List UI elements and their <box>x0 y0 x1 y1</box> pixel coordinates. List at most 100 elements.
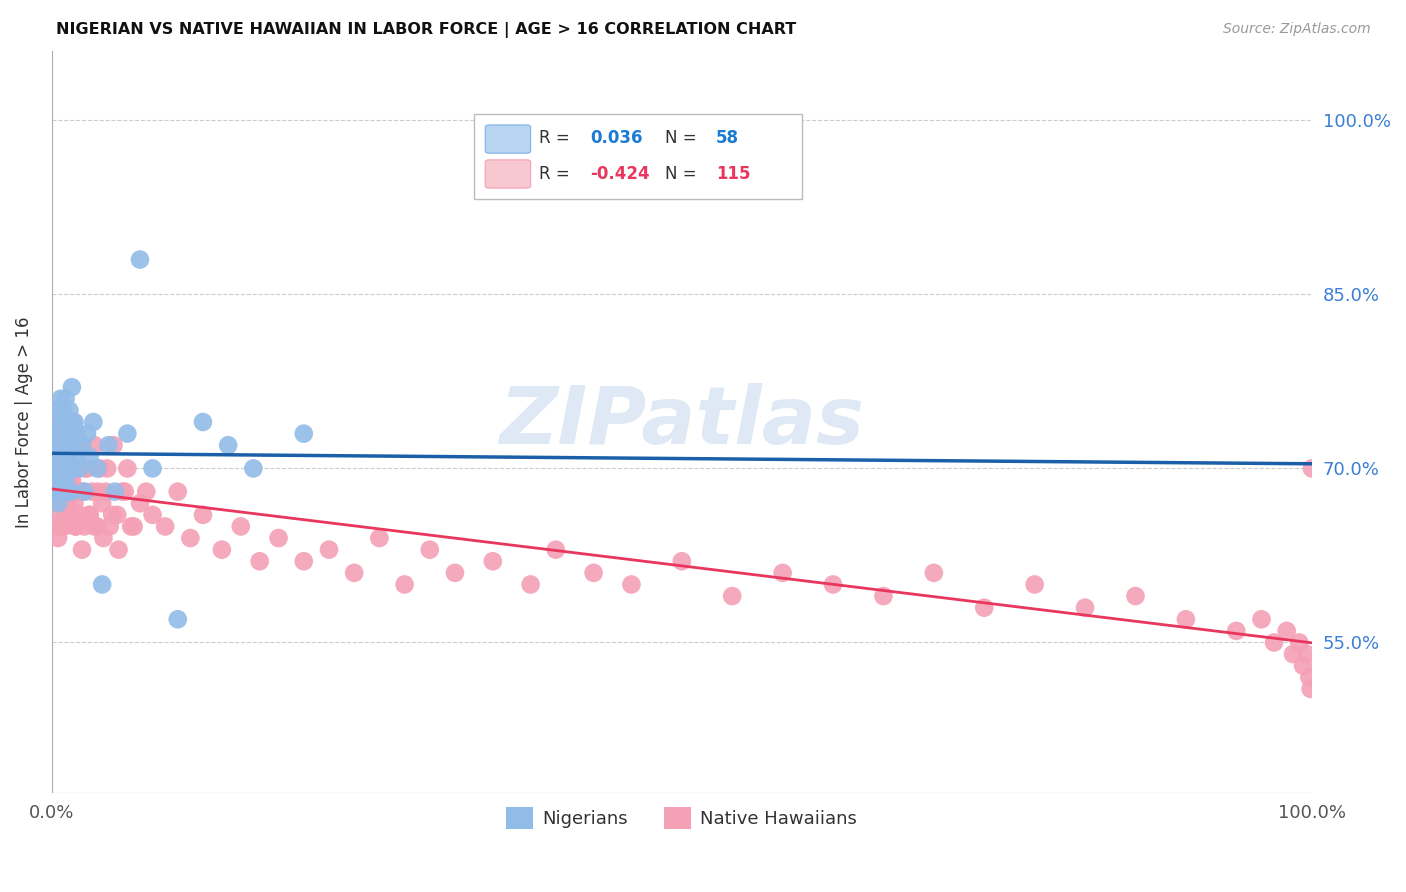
Point <box>142 508 165 522</box>
Point <box>58 403 80 417</box>
Point <box>51 496 73 510</box>
Point <box>60 461 83 475</box>
Point <box>76 426 98 441</box>
Text: N =: N = <box>665 129 703 147</box>
Point <box>51 461 73 475</box>
Point <box>60 473 83 487</box>
Text: -0.424: -0.424 <box>591 165 650 183</box>
Point <box>79 508 101 522</box>
Point <box>129 496 152 510</box>
Point <box>83 438 105 452</box>
Point <box>44 484 66 499</box>
Point <box>105 508 128 522</box>
Point <box>46 484 69 499</box>
Point <box>267 531 290 545</box>
Point <box>55 473 77 487</box>
Point <box>318 542 340 557</box>
Point <box>104 484 127 499</box>
Point <box>117 426 139 441</box>
Point <box>58 450 80 464</box>
Point <box>83 519 105 533</box>
Point <box>97 438 120 452</box>
Point <box>79 508 101 522</box>
Point <box>94 484 117 499</box>
Point <box>114 484 136 499</box>
Point <box>1250 612 1272 626</box>
Point <box>46 450 69 464</box>
Point <box>65 450 87 464</box>
Point <box>58 426 80 441</box>
Point <box>48 519 70 533</box>
Point <box>229 519 252 533</box>
FancyBboxPatch shape <box>485 160 530 188</box>
Point <box>52 426 75 441</box>
Point <box>1024 577 1046 591</box>
Point <box>44 438 66 452</box>
Point <box>55 438 77 452</box>
Point <box>1288 635 1310 649</box>
Point <box>98 519 121 533</box>
Point <box>69 461 91 475</box>
Point <box>56 461 79 475</box>
Point <box>166 484 188 499</box>
Point <box>49 438 72 452</box>
Point <box>63 496 86 510</box>
Point <box>67 484 90 499</box>
Point <box>620 577 643 591</box>
Point <box>1174 612 1197 626</box>
Point <box>1298 670 1320 684</box>
Point <box>582 566 605 580</box>
Point <box>191 415 214 429</box>
FancyBboxPatch shape <box>474 114 801 199</box>
Point <box>56 496 79 510</box>
Point <box>211 542 233 557</box>
Point <box>66 461 89 475</box>
Point <box>153 519 176 533</box>
Point <box>1295 647 1317 661</box>
Point <box>59 484 82 499</box>
Point <box>44 438 66 452</box>
Point <box>217 438 239 452</box>
Point <box>69 508 91 522</box>
Point <box>53 461 76 475</box>
Point <box>772 566 794 580</box>
Point <box>1292 658 1315 673</box>
Point <box>122 519 145 533</box>
Text: 58: 58 <box>716 129 738 147</box>
FancyBboxPatch shape <box>485 125 530 153</box>
Point <box>249 554 271 568</box>
Point <box>821 577 844 591</box>
Point <box>481 554 503 568</box>
Point <box>1225 624 1247 638</box>
Point <box>45 508 67 522</box>
Point <box>111 484 134 499</box>
Point <box>63 415 86 429</box>
Point <box>66 426 89 441</box>
Point <box>46 531 69 545</box>
Point <box>1125 589 1147 603</box>
Point <box>56 496 79 510</box>
Point <box>56 415 79 429</box>
Point <box>48 461 70 475</box>
Point <box>56 415 79 429</box>
Point <box>53 519 76 533</box>
Point <box>242 461 264 475</box>
Legend: Nigerians, Native Hawaiians: Nigerians, Native Hawaiians <box>499 800 865 837</box>
Point <box>91 577 114 591</box>
Point <box>45 426 67 441</box>
Point <box>120 519 142 533</box>
Point <box>53 461 76 475</box>
Point <box>52 461 75 475</box>
Point <box>60 484 83 499</box>
Point <box>191 508 214 522</box>
Point <box>82 415 104 429</box>
Point <box>51 519 73 533</box>
Point <box>58 473 80 487</box>
Point <box>62 415 84 429</box>
Point <box>86 519 108 533</box>
Point <box>368 531 391 545</box>
Point <box>46 415 69 429</box>
Point <box>53 484 76 499</box>
Point <box>69 438 91 452</box>
Point <box>60 438 83 452</box>
